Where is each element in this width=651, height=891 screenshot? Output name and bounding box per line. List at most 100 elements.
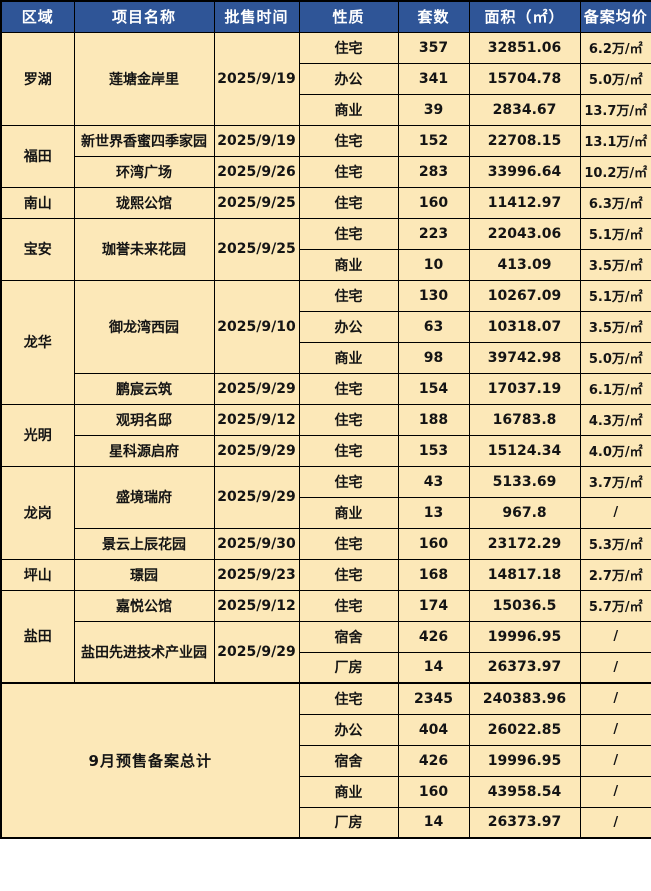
price-cell: 5.0万/㎡ [579, 341, 651, 374]
area-cell: 33996.64 [468, 155, 581, 188]
date-cell: 2025/9/25 [213, 217, 300, 281]
area-cell: 2834.67 [468, 93, 581, 126]
units-cell: 188 [397, 403, 470, 436]
summary-area-cell: 19996.95 [468, 744, 581, 777]
area-cell: 16783.8 [468, 403, 581, 436]
column-header-3: 性质 [298, 0, 399, 33]
area-cell: 15124.34 [468, 434, 581, 467]
price-cell: 2.7万/㎡ [579, 558, 651, 591]
table-body: 罗湖 莲塘金岸里 2025/9/19 住宅 357 32851.06 6.2万/㎡ 办公 341… [0, 31, 651, 839]
units-cell: 283 [397, 155, 470, 188]
price-cell: 5.0万/㎡ [579, 62, 651, 95]
area-cell: 413.09 [468, 248, 581, 281]
table-row: 南山 珑熙公馆 2025/9/25 住宅 160 11412.97 6.3万/㎡ [0, 186, 651, 219]
type-cell: 住宅 [298, 155, 399, 188]
summary-row: 办公 404 26022.85/ [1, 713, 651, 746]
table-row: 光明 观玥名邸 2025/9/12 住宅 188 16783.8 4.3万/㎡ [0, 403, 651, 467]
price-cell: 10.2万/㎡ [579, 155, 651, 188]
units-cell: 341 [397, 62, 470, 95]
summary-type-cell: 住宅 [298, 682, 399, 715]
area-cell: 967.8 [468, 496, 581, 529]
type-cell: 商业 [298, 248, 399, 281]
date-cell: 2025/9/29 [213, 372, 300, 405]
table-row: 龙岗 盛境瑞府 2025/9/29 住宅 43 5133.69 3.7万/㎡ [0, 465, 651, 560]
price-cell: 5.1万/㎡ [579, 279, 651, 312]
column-header-4: 套数 [397, 0, 470, 33]
column-header-1: 项目名称 [73, 0, 215, 33]
area-cell: 10267.09 [468, 279, 581, 312]
summary-price-cell: / [579, 682, 651, 715]
summary-area-cell: 43958.54 [468, 775, 581, 808]
price-cell: 5.1万/㎡ [579, 217, 651, 250]
units-cell: 160 [397, 186, 470, 219]
area-cell: 23172.29 [468, 527, 581, 560]
type-cell: 商业 [298, 93, 399, 126]
type-cell: 住宅 [298, 31, 399, 64]
type-cell: 住宅 [298, 372, 399, 405]
type-cell: 住宅 [298, 186, 399, 219]
project-name-cell: 星科源启府 [73, 434, 215, 467]
summary-price-cell: / [579, 744, 651, 777]
summary-price-cell: / [579, 806, 651, 839]
units-cell: 153 [397, 434, 470, 467]
column-header-6: 备案均价 [579, 0, 651, 33]
date-cell: 2025/9/29 [213, 620, 300, 684]
type-cell: 住宅 [298, 589, 399, 622]
type-cell: 宿舍 [298, 620, 399, 653]
table-row: 龙华 御龙湾西园 2025/9/10 住宅 130 10267.09 5.1万/㎡ [0, 279, 651, 405]
table-row: 厂房 14 26373.97/ [1, 651, 651, 684]
area-cell: 5133.69 [468, 465, 581, 498]
units-cell: 13 [397, 496, 470, 529]
summary-price-cell: / [579, 713, 651, 746]
price-cell: 3.7万/㎡ [579, 465, 651, 498]
units-cell: 152 [397, 124, 470, 157]
table-row: 景云上辰花园 2025/9/30 住宅 160 23172.29 5.3万/㎡ [1, 527, 651, 560]
project-name-cell: 环湾广场 [73, 155, 215, 188]
presale-record-table: 区域 项目名称 批售时间 性质 套数 面积（㎡） 备案均价 罗湖 莲塘金岸里 2025/9/19… [0, 0, 651, 839]
date-cell: 2025/9/23 [213, 558, 300, 591]
summary-row: 厂房 14 26373.97/ [1, 806, 651, 839]
summary-units-cell: 160 [397, 775, 470, 808]
project-name-cell: 珑熙公馆 [73, 186, 215, 219]
date-cell: 2025/9/25 [213, 186, 300, 219]
summary-units-cell: 2345 [397, 682, 470, 715]
price-cell: / [579, 651, 651, 684]
summary-units-cell: 404 [397, 713, 470, 746]
region-cell: 坪山 [0, 558, 75, 591]
price-cell: 3.5万/㎡ [579, 310, 651, 343]
project-name-cell: 盛境瑞府 [73, 465, 215, 529]
area-cell: 32851.06 [468, 31, 581, 64]
units-cell: 168 [397, 558, 470, 591]
area-cell: 17037.19 [468, 372, 581, 405]
units-cell: 426 [397, 620, 470, 653]
type-cell: 住宅 [298, 527, 399, 560]
project-name-cell: 景云上辰花园 [73, 527, 215, 560]
summary-type-cell: 办公 [298, 713, 399, 746]
area-cell: 22708.15 [468, 124, 581, 157]
price-cell: 6.3万/㎡ [579, 186, 651, 219]
table-row: 福田 新世界香蜜四季家园 2025/9/19 住宅 152 22708.15 13.1万/㎡ [0, 124, 651, 188]
summary-units-cell: 14 [397, 806, 470, 839]
price-cell: 6.1万/㎡ [579, 372, 651, 405]
area-cell: 14817.18 [468, 558, 581, 591]
project-name-cell: 莲塘金岸里 [73, 31, 215, 126]
price-cell: 4.3万/㎡ [579, 403, 651, 436]
date-cell: 2025/9/12 [213, 589, 300, 622]
units-cell: 160 [397, 527, 470, 560]
units-cell: 357 [397, 31, 470, 64]
summary-type-cell: 厂房 [298, 806, 399, 839]
project-name-cell: 嘉悦公馆 [73, 589, 215, 622]
area-cell: 11412.97 [468, 186, 581, 219]
units-cell: 10 [397, 248, 470, 281]
area-cell: 15036.5 [468, 589, 581, 622]
price-cell: 13.1万/㎡ [579, 124, 651, 157]
date-cell: 2025/9/10 [213, 279, 300, 374]
table-header: 区域 项目名称 批售时间 性质 套数 面积（㎡） 备案均价 [0, 0, 651, 33]
type-cell: 住宅 [298, 279, 399, 312]
project-name-cell: 御龙湾西园 [73, 279, 215, 374]
price-cell: 4.0万/㎡ [579, 434, 651, 467]
date-cell: 2025/9/26 [213, 155, 300, 188]
area-cell: 26373.97 [468, 651, 581, 684]
price-cell: 3.5万/㎡ [579, 248, 651, 281]
units-cell: 98 [397, 341, 470, 374]
